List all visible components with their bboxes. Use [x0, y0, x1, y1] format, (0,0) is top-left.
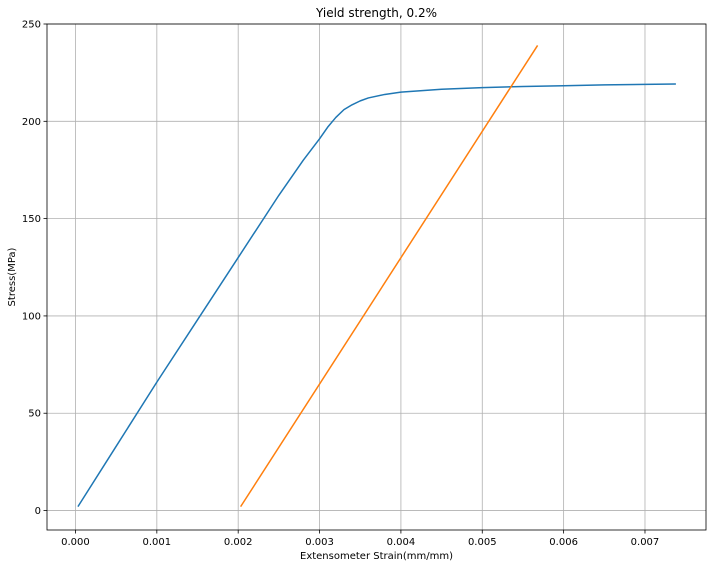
- y-tick-label: 250: [22, 20, 41, 31]
- y-tick-label: 0: [35, 506, 41, 517]
- plot-lines: [77, 45, 676, 508]
- y-tick-label: 150: [22, 214, 41, 225]
- x-tick-label: 0.006: [549, 537, 578, 548]
- x-tick-label: 0.003: [305, 537, 334, 548]
- x-tick-label: 0.005: [468, 537, 497, 548]
- x-axis-label: Extensometer Strain(mm/mm): [300, 551, 453, 562]
- x-tick-label: 0.007: [631, 537, 660, 548]
- x-tick-label: 0.002: [224, 537, 253, 548]
- x-tick-label: 0.000: [61, 537, 90, 548]
- y-tick-label: 50: [28, 409, 41, 420]
- x-tick-label: 0.001: [143, 537, 172, 548]
- x-tick-label: 0.004: [387, 537, 416, 548]
- chart-title: Yield strength, 0.2%: [315, 6, 437, 20]
- stress-strain-curve: [77, 83, 676, 508]
- y-tick-label: 200: [22, 117, 41, 128]
- y-tick-label: 100: [22, 311, 41, 322]
- axis-ticks: 0.000 0.001 0.002 0.003 0.004 0.005 0.006 0.007…: [22, 20, 659, 549]
- offset-line: [239, 45, 539, 508]
- plot-frame: [46, 23, 707, 531]
- y-axis-label: Stress(MPa): [7, 247, 18, 306]
